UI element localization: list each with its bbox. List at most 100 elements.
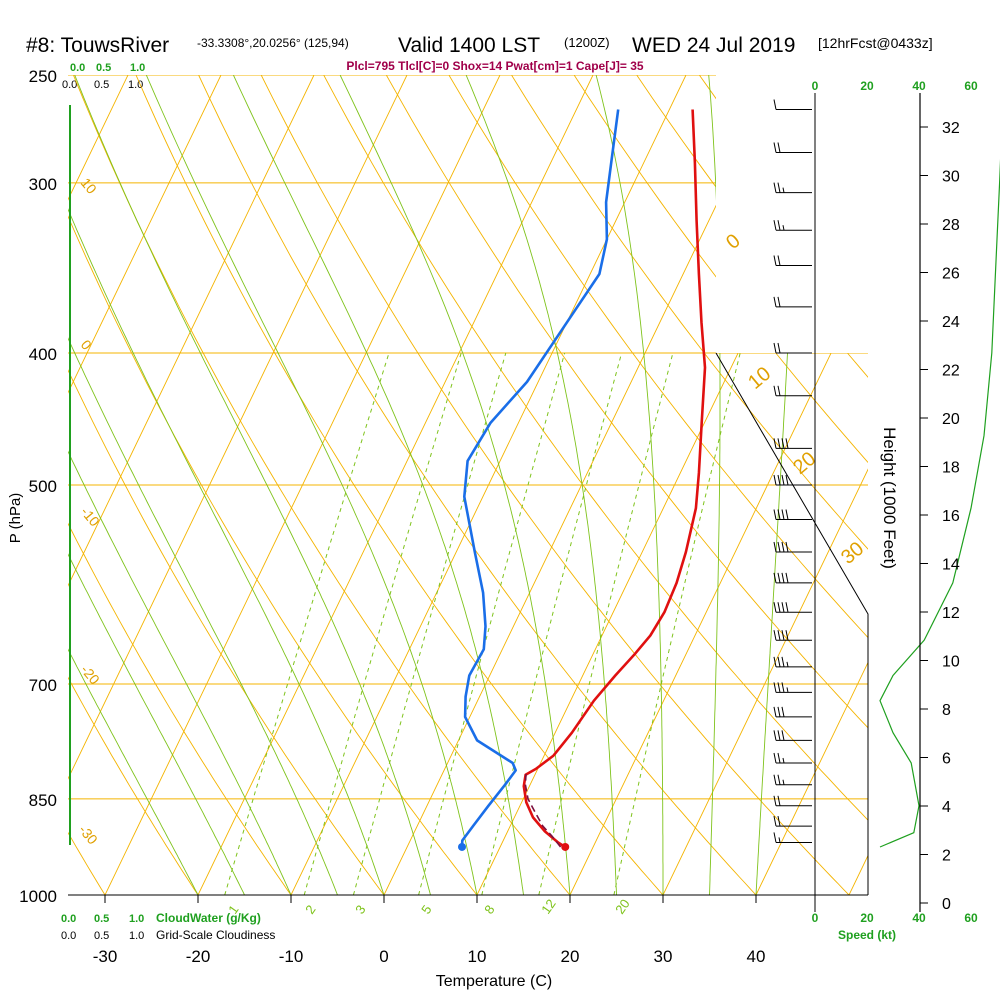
barb-flag: [781, 541, 785, 553]
moist-adiabat--20: [68, 648, 199, 895]
wind-barb: [773, 385, 812, 397]
cloud-scale-bottom-0: 0.0: [61, 913, 76, 925]
barb-flag: [773, 342, 777, 354]
surface-point-dewpoint: [458, 842, 467, 851]
isotherm--30: [104, 75, 501, 895]
barb-flag: [773, 99, 777, 110]
cloud-scale-bottom-1: 0.5: [94, 913, 109, 925]
wind-barb: [773, 342, 812, 354]
x-tick-label: 20: [561, 947, 580, 966]
dry-adiabat-40: [198, 75, 757, 895]
barb-flag: [777, 438, 781, 449]
cloud-scale-top-2: 1.0: [130, 62, 145, 74]
barb-flag: [777, 630, 781, 641]
p-tick-label: 300: [29, 175, 57, 194]
isotherm-50: [848, 854, 868, 895]
barb-flag: [773, 630, 777, 641]
mixing-label: 12: [538, 896, 559, 916]
isotherm--60: [68, 75, 222, 394]
wind-barbs: [773, 99, 812, 843]
dry-adiabat-70: [385, 75, 868, 729]
barb-flag: [773, 385, 777, 396]
wind-barb: [773, 509, 812, 520]
speed-tick-bottom: 40: [912, 911, 926, 925]
speed-tick-bottom: 20: [860, 911, 874, 925]
wind-barb: [773, 474, 812, 486]
barb-flag: [773, 752, 777, 764]
cloudwater-scale-bottom: 0.0 0.5 1.0 CloudWater (g/Kg) 0.0 0.5 1.…: [61, 911, 275, 942]
wind-barb: [773, 815, 812, 827]
barb-flag: [773, 832, 777, 843]
x-tick-label: -20: [186, 947, 211, 966]
theta-label: 30: [837, 538, 868, 569]
theta-label: 10: [744, 363, 775, 394]
cloudwater-legend: CloudWater (g/Kg): [156, 911, 261, 925]
height-tick-label: 16: [942, 508, 960, 525]
wind-barb: [773, 220, 812, 231]
dry-adiabat--40: [0, 75, 12, 895]
wind-barb: [773, 832, 812, 843]
cloudwater-scale-top: 0.0 0.5 1.0 0.0 0.5 1.0: [62, 62, 145, 91]
isotherm--40: [68, 75, 408, 780]
barb-flag: [777, 474, 781, 486]
barb-half-flag: [778, 837, 781, 843]
axes: -30 -20 -10 0 10 20 30 402503004005007008501000…: [19, 67, 960, 966]
mixing-ratio-2: [303, 352, 462, 895]
speed-profile-line: [879, 158, 1000, 848]
indices-text: Plcl=795 Tlcl[C]=0 Shox=14 Pwat[cm]=1 Ca…: [346, 59, 643, 73]
barb-flag: [777, 706, 781, 717]
barb-flag: [781, 656, 785, 667]
barb-flag: [777, 572, 781, 584]
cloudiness-scale-top-2: 1.0: [128, 79, 143, 91]
barb-flag: [773, 706, 777, 717]
barb-flag: [777, 342, 781, 354]
barb-flag: [777, 752, 781, 764]
barb-flag: [785, 509, 789, 520]
barb-flag: [785, 572, 789, 584]
barb-flag: [777, 795, 781, 806]
barb-flag: [777, 602, 781, 613]
dry-adiabat-20: [72, 75, 571, 895]
height-tick-label: 18: [942, 460, 960, 477]
p-tick-label: 700: [29, 676, 57, 695]
dry-adiabat-90: [511, 75, 868, 550]
barb-flag: [773, 509, 777, 520]
wind-barb: [773, 656, 812, 668]
barb-flag: [773, 255, 777, 266]
barb-flag: [781, 509, 785, 520]
barb-half-flag: [782, 225, 785, 231]
height-tick-label: 32: [942, 120, 960, 137]
p-tick-label: 400: [29, 345, 57, 364]
cloudiness-legend: Grid-Scale Cloudiness: [156, 928, 275, 942]
forecast-date: WED 24 Jul 2019: [632, 34, 795, 57]
dry-adiabat--20: [68, 676, 199, 895]
p-tick-label: 1000: [19, 887, 57, 906]
barb-flag: [777, 774, 781, 785]
barb-flag: [777, 541, 781, 553]
barb-flag: [773, 730, 777, 741]
wind-barb: [773, 541, 812, 553]
height-tick-label: 6: [942, 751, 951, 768]
height-tick-label: 26: [942, 266, 960, 283]
barb-half-flag: [782, 187, 785, 193]
dry-adiabat-80: [448, 75, 868, 639]
barb-flag: [785, 602, 789, 613]
moist-adiabat--15: [68, 553, 245, 895]
barb-flag: [773, 438, 777, 449]
barb-flag: [781, 706, 785, 717]
isotherm--10: [290, 75, 687, 895]
height-tick-label: 20: [942, 411, 960, 428]
height-tick-label: 24: [942, 314, 960, 331]
series-parcel: [524, 773, 562, 848]
wind-barb: [773, 706, 812, 718]
dry-adiabat-30: [135, 75, 664, 895]
height-tick-label: 22: [942, 363, 960, 380]
barb-flag: [777, 656, 781, 667]
wind-barb: [773, 774, 812, 786]
location-text: -33.3308°,20.0256° (125,94): [197, 36, 349, 50]
mixing-ratio-1: [224, 352, 390, 895]
barb-flag: [773, 656, 777, 667]
barb-flag: [781, 730, 785, 741]
